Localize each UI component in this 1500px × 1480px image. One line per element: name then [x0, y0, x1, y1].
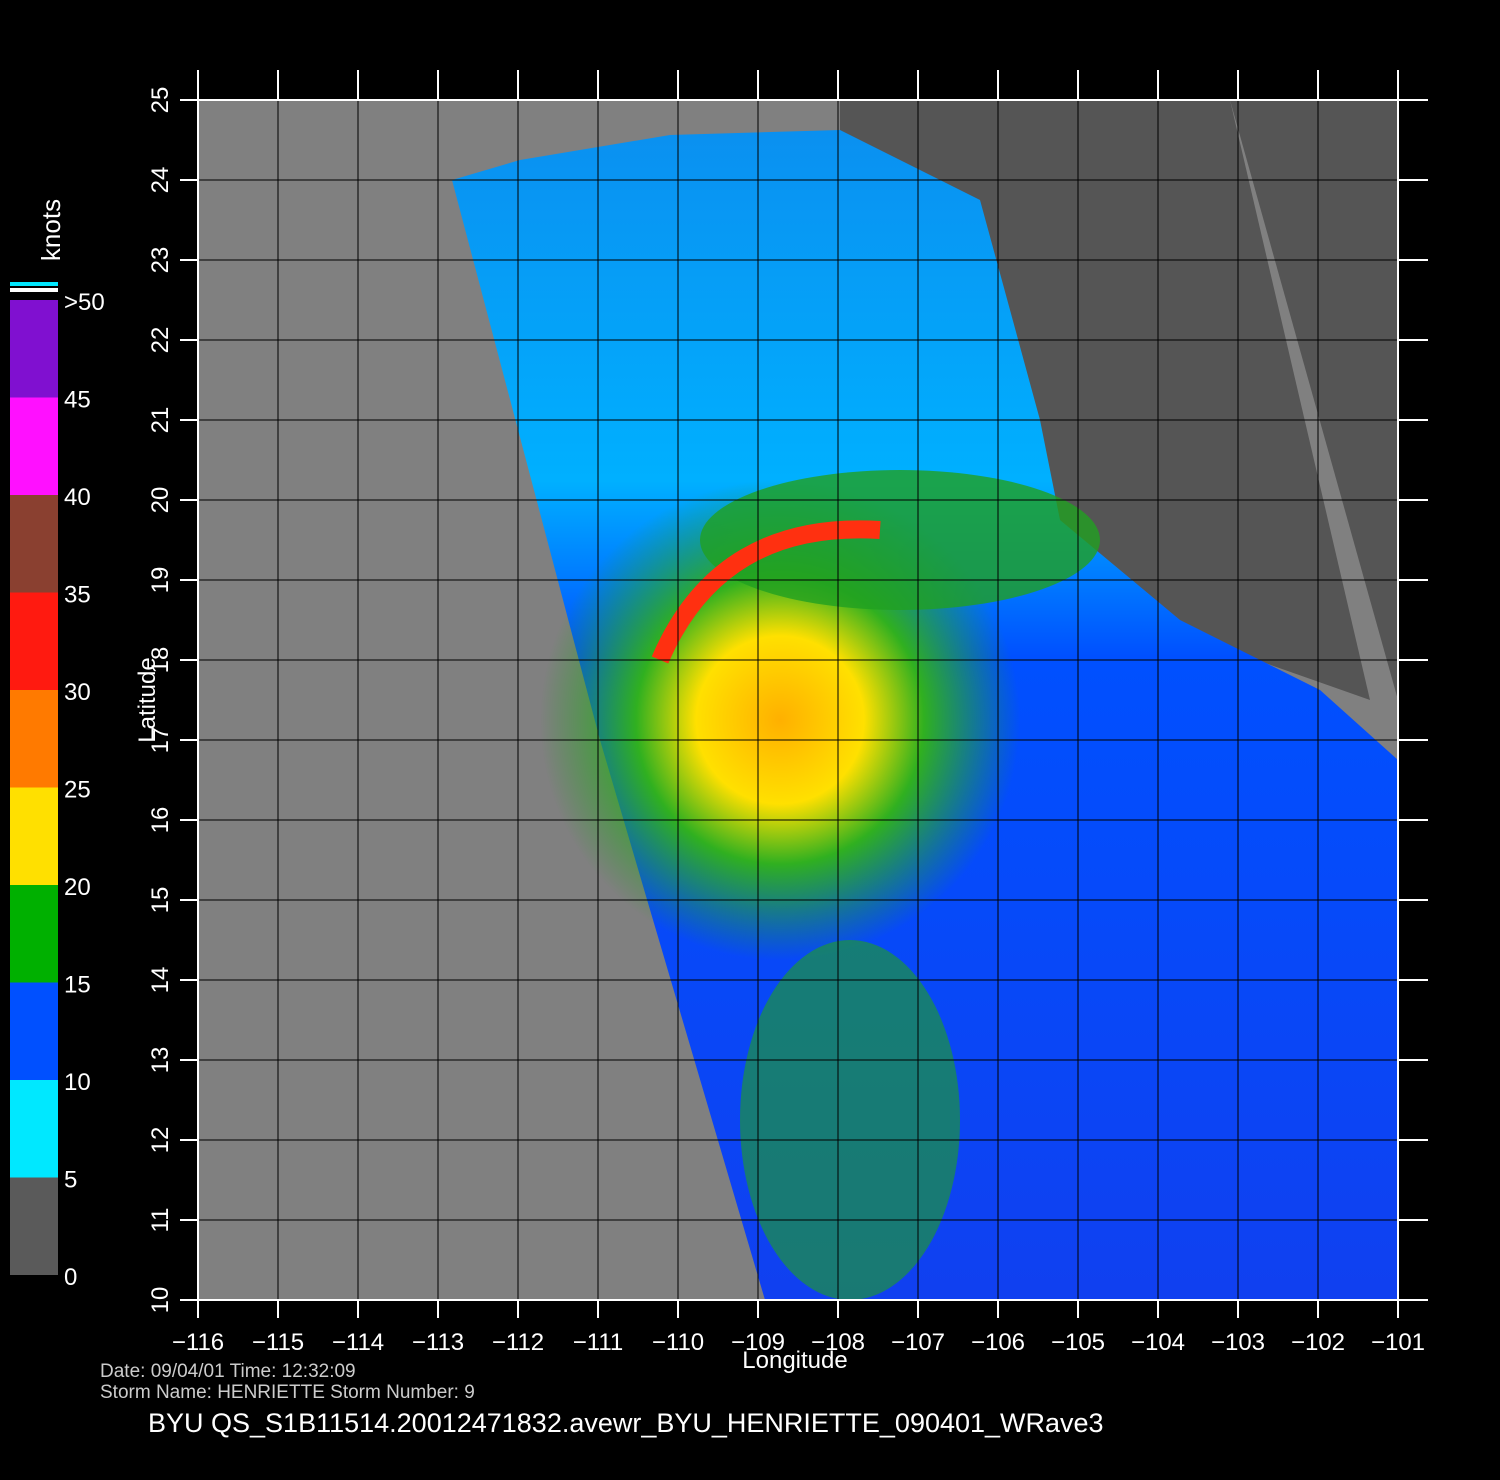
x-tick-label: −110 — [652, 1329, 704, 1356]
colorbar-tick-label: 15 — [64, 972, 91, 999]
colorbar-segment — [10, 982, 58, 1080]
x-tick-label: −113 — [412, 1329, 464, 1356]
colorbar-segment — [10, 690, 58, 788]
y-tick-label: 15 — [147, 887, 174, 914]
colorbar-tick-label: 0 — [64, 1264, 77, 1291]
x-tick-label: −109 — [731, 1329, 785, 1356]
y-tick-label: 25 — [147, 87, 174, 114]
x-tick-label: −102 — [1291, 1329, 1345, 1356]
wind-band — [700, 470, 1100, 610]
y-tick-label: 11 — [147, 1208, 174, 1233]
y-tick-label: 16 — [147, 807, 174, 834]
y-tick-label: 10 — [147, 1287, 174, 1314]
colorbar-tick-label: 10 — [64, 1069, 91, 1096]
colorbar-tick-label: 5 — [64, 1167, 77, 1194]
y-tick-label: 14 — [147, 967, 174, 994]
colorbar-segment — [10, 885, 58, 983]
colorbar-segment — [10, 592, 58, 690]
y-tick-label: 20 — [147, 487, 174, 514]
x-tick-label: −108 — [811, 1329, 865, 1356]
colorbar-tick-label: 40 — [64, 484, 91, 511]
x-tick-label: −111 — [573, 1329, 624, 1356]
wind-band — [651, 520, 881, 664]
colorbar-cap — [10, 282, 58, 286]
y-tick-label: 22 — [147, 327, 174, 354]
y-tick-label: 18 — [147, 647, 174, 674]
x-tick-label: −114 — [332, 1329, 384, 1356]
map-frame — [197, 99, 1399, 1301]
colorbar-tick-label: 20 — [64, 874, 91, 901]
colorbar-segment — [10, 300, 58, 398]
x-tick-label: −112 — [492, 1329, 544, 1356]
y-tick-label: 19 — [147, 567, 174, 594]
land — [1000, 100, 1398, 700]
colorbar-tick-label: >50 — [64, 289, 105, 316]
colorbar-tick-label: 35 — [64, 582, 91, 609]
caption: BYU QS_S1B11514.20012471832.avewr_BYU_HE… — [148, 1408, 1104, 1438]
y-tick-label: 13 — [147, 1047, 174, 1074]
colorbar-label: knots — [36, 199, 66, 261]
colorbar-cap — [10, 288, 58, 292]
x-axis-label: Longitude — [742, 1347, 847, 1374]
y-tick-label: 21 — [147, 407, 174, 434]
x-tick-label: −106 — [971, 1329, 1025, 1356]
y-tick-label: 12 — [147, 1127, 174, 1154]
colorbar-segment — [10, 1177, 58, 1275]
y-axis-label: Latitude — [134, 657, 161, 742]
colorbar-tick-label: 30 — [64, 679, 91, 706]
y-tick-label: 17 — [147, 727, 174, 754]
colorbar-segment — [10, 1080, 58, 1178]
colorbar-tick-label: 45 — [64, 387, 91, 414]
y-tick-label: 24 — [147, 167, 174, 194]
y-tick-label: 23 — [147, 247, 174, 274]
colorbar-tick-label: 25 — [64, 777, 91, 804]
x-tick-label: −104 — [1131, 1329, 1185, 1356]
info-text: Date: 09/04/01 Time: 12:32:09 — [100, 1361, 356, 1382]
x-tick-label: −116 — [172, 1329, 224, 1356]
colorbar-segment — [10, 787, 58, 885]
x-tick-label: −115 — [252, 1329, 304, 1356]
wind-band — [740, 940, 960, 1300]
colorbar-segment — [10, 495, 58, 593]
x-tick-label: −107 — [891, 1329, 945, 1356]
colorbar-segment — [10, 397, 58, 495]
x-tick-label: −101 — [1371, 1329, 1425, 1356]
x-tick-label: −103 — [1211, 1329, 1265, 1356]
x-tick-label: −105 — [1051, 1329, 1105, 1356]
info-text: Storm Name: HENRIETTE Storm Number: 9 — [100, 1382, 475, 1403]
